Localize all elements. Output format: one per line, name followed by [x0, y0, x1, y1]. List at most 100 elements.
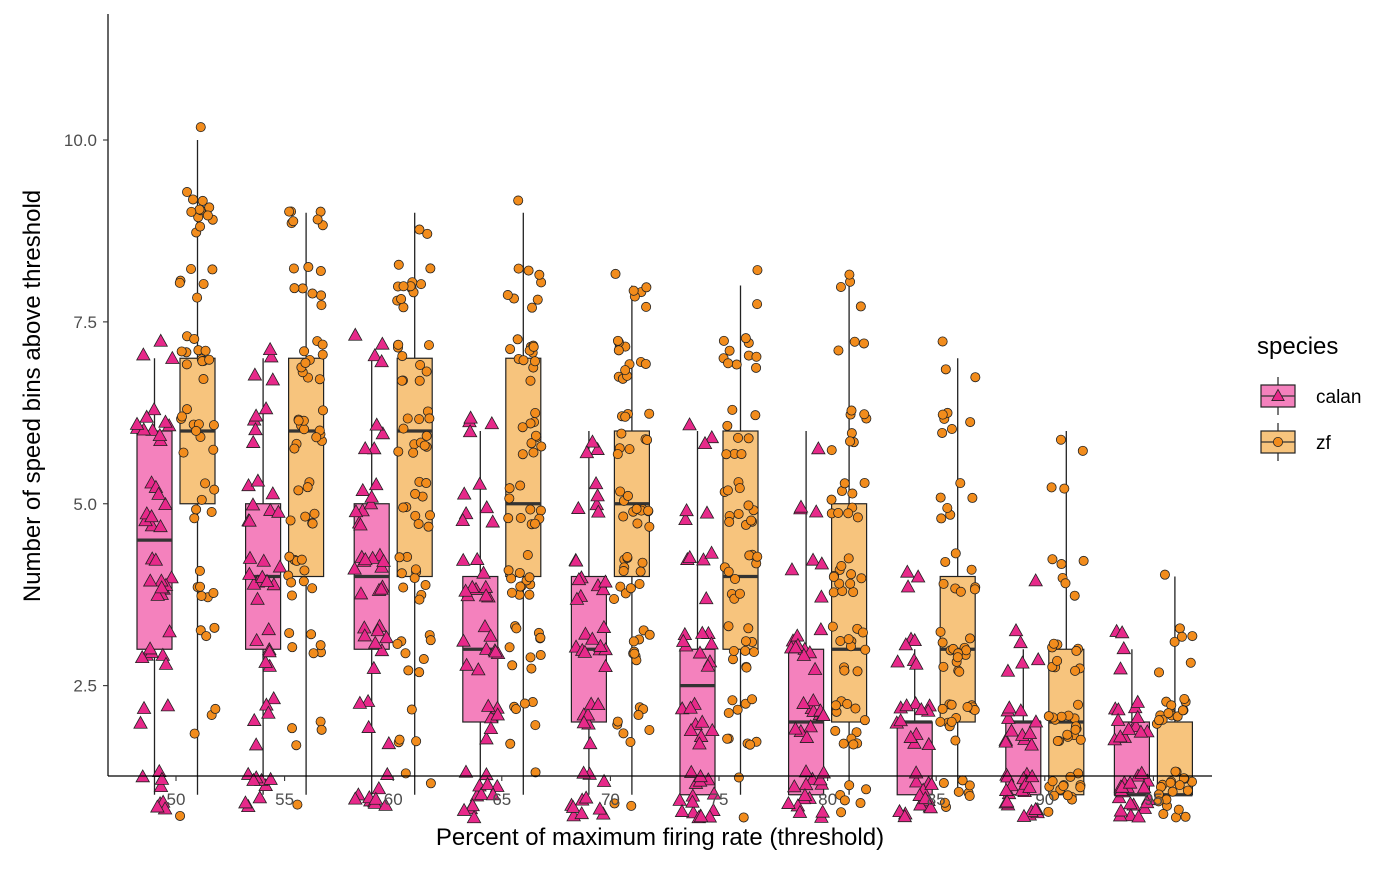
- point-zf: [634, 578, 645, 589]
- point-zf: [531, 430, 542, 441]
- point-calan: [582, 735, 598, 750]
- point-calan: [152, 427, 168, 442]
- point-zf: [852, 666, 863, 677]
- point-calan: [811, 441, 826, 455]
- point-calan: [576, 765, 591, 779]
- point-zf: [946, 699, 957, 710]
- point-zf: [393, 259, 404, 270]
- point-calan: [569, 591, 585, 605]
- point-zf: [197, 195, 208, 206]
- point-calan: [139, 409, 155, 423]
- point-calan: [696, 552, 711, 566]
- point-calan: [458, 764, 474, 778]
- point-zf: [528, 341, 539, 352]
- point-zf: [182, 404, 193, 415]
- point-calan: [369, 417, 385, 431]
- point-calan: [249, 632, 264, 646]
- point-calan: [898, 637, 914, 651]
- point-zf: [940, 364, 951, 375]
- point-zf: [198, 374, 209, 385]
- point-calan: [146, 402, 162, 416]
- point-zf: [845, 578, 856, 589]
- point-zf: [288, 263, 299, 274]
- point-zf: [969, 584, 980, 595]
- point-calan: [907, 632, 923, 647]
- point-calan: [367, 347, 383, 362]
- point-calan: [694, 714, 710, 728]
- y-tick-label: 7.5: [73, 313, 97, 332]
- point-calan: [595, 581, 611, 596]
- point-calan: [477, 619, 493, 633]
- point-calan: [465, 798, 480, 812]
- point-zf: [1052, 736, 1063, 747]
- point-zf: [835, 636, 846, 647]
- y-tick-label: 2.5: [73, 677, 97, 696]
- point-calan: [263, 349, 279, 363]
- point-zf: [1077, 445, 1088, 456]
- point-calan: [271, 504, 286, 518]
- legend-label: zf: [1316, 433, 1332, 454]
- point-zf: [1177, 705, 1188, 716]
- point-zf: [835, 281, 846, 292]
- point-zf: [210, 703, 221, 714]
- point-calan: [262, 341, 278, 356]
- point-calan: [459, 657, 474, 671]
- point-zf: [830, 700, 841, 711]
- point-zf: [312, 214, 323, 225]
- point-zf: [293, 415, 304, 426]
- point-zf: [1070, 724, 1081, 735]
- point-zf: [856, 573, 867, 584]
- point-zf: [826, 445, 837, 456]
- point-calan: [805, 552, 821, 566]
- point-zf: [942, 502, 953, 513]
- point-zf: [612, 449, 623, 460]
- point-calan: [585, 631, 600, 645]
- point-calan: [474, 786, 489, 800]
- point-zf: [284, 206, 295, 217]
- point-zf: [414, 667, 425, 678]
- point-zf: [316, 290, 327, 301]
- point-zf: [736, 449, 747, 460]
- point-calan: [693, 809, 709, 823]
- point-zf: [176, 411, 187, 422]
- point-calan: [704, 545, 719, 559]
- point-calan: [458, 583, 473, 597]
- point-zf: [828, 587, 839, 598]
- point-calan: [142, 641, 158, 655]
- point-zf: [1071, 645, 1082, 656]
- point-zf: [964, 790, 975, 801]
- point-zf: [513, 263, 524, 274]
- point-calan: [1113, 803, 1129, 817]
- point-zf: [194, 565, 205, 576]
- point-zf: [525, 375, 536, 386]
- point-zf: [192, 292, 203, 303]
- point-zf: [1052, 655, 1063, 666]
- point-zf: [844, 780, 855, 791]
- point-zf: [196, 590, 207, 601]
- point-calan: [462, 424, 478, 438]
- x-tick-label: 95: [1144, 790, 1163, 809]
- point-zf: [398, 423, 409, 434]
- box-zf: [288, 357, 325, 578]
- point-zf: [315, 716, 326, 727]
- point-zf: [403, 665, 414, 676]
- point-calan: [786, 779, 802, 793]
- legend-key-marker: [1271, 388, 1285, 401]
- point-zf: [511, 704, 522, 715]
- point-zf: [722, 485, 733, 496]
- point-zf: [507, 660, 518, 671]
- point-zf: [425, 778, 436, 789]
- point-zf: [727, 404, 738, 415]
- point-calan: [485, 514, 501, 528]
- point-calan: [998, 782, 1014, 796]
- point-zf: [311, 432, 322, 443]
- x-tick-label: 70: [601, 790, 620, 809]
- point-zf: [504, 642, 515, 653]
- point-zf: [612, 335, 623, 346]
- y-axis-title: Number of speed bins above threshold: [19, 190, 46, 602]
- point-zf: [1180, 811, 1191, 822]
- point-zf: [502, 290, 513, 301]
- point-calan: [266, 691, 282, 705]
- point-zf: [505, 344, 516, 355]
- point-zf: [191, 504, 202, 515]
